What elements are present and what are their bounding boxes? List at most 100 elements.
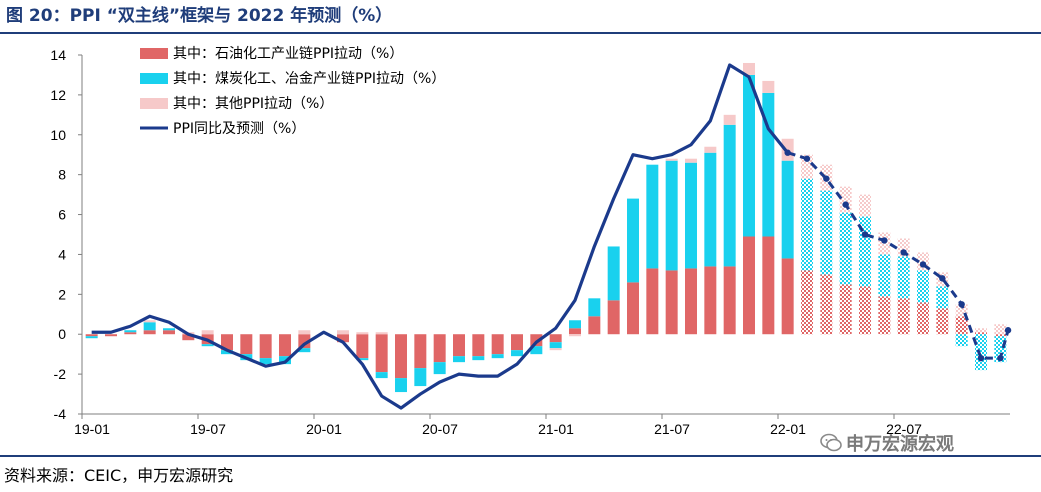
bar-petro: [240, 334, 253, 355]
x-tick-label: 21-07: [654, 421, 690, 437]
bar-other: [337, 330, 349, 335]
legend-label: 其中：煤炭化工、冶金产业链PPI拉动（%）: [173, 71, 445, 87]
chart-legend: 其中：石油化工产业链PPI拉动（%） 其中：煤炭化工、冶金产业链PPI拉动（%） 其…: [140, 46, 445, 137]
ppi-forecast-point: [823, 175, 830, 182]
bar-petro: [665, 270, 678, 335]
source-note: 资料来源：CEIC，申万宏源研究: [4, 466, 234, 485]
x-tick-label: 22-07: [886, 421, 922, 437]
bar-coal: [569, 320, 581, 329]
bar-petro: [143, 330, 156, 335]
ppi-forecast-point: [784, 149, 791, 156]
ppi-forecast-point: [842, 201, 849, 208]
bar-coal: [878, 254, 891, 297]
top-divider: [0, 32, 1041, 34]
bar-petro: [975, 332, 987, 335]
bar-other: [839, 186, 852, 213]
bar-coal: [298, 348, 311, 353]
bar-coal: [259, 358, 272, 365]
bar-petro: [549, 334, 562, 343]
bar-petro: [337, 334, 349, 343]
bar-coal: [994, 336, 1007, 363]
bar-petro: [859, 286, 871, 335]
bar-coal: [588, 298, 601, 317]
bar-petro: [878, 296, 891, 335]
bar-petro: [801, 270, 813, 335]
y-tick-label: 12: [50, 87, 66, 103]
bar-petro: [472, 334, 485, 357]
bar-petro: [375, 334, 388, 373]
bar-petro: [762, 236, 775, 335]
bar-coal: [917, 270, 929, 303]
bar-coal: [433, 362, 446, 375]
bar-other: [859, 194, 871, 217]
x-tick-label: 19-01: [74, 421, 110, 437]
bar-petro: [994, 334, 1007, 337]
ppi-forecast-point: [803, 155, 811, 162]
bar-coal: [975, 334, 987, 371]
bar-other: [955, 304, 968, 317]
x-tick-label: 19-07: [190, 421, 226, 437]
bar-petro: [453, 334, 465, 357]
bar-coal: [704, 152, 717, 267]
bar-other: [704, 146, 717, 153]
bar-other: [375, 332, 388, 335]
ppi-forecast-point: [958, 301, 965, 308]
bar-coal: [859, 216, 871, 287]
bar-petro: [298, 334, 311, 349]
bar-coal: [472, 356, 485, 361]
bar-petro: [511, 334, 523, 351]
bar-petro: [820, 274, 833, 335]
bar-other: [801, 154, 813, 179]
bar-other: [665, 158, 678, 161]
bar-coal: [743, 74, 755, 237]
y-tick-label: -4: [54, 406, 67, 422]
bar-petro: [85, 334, 98, 337]
bar-coal: [491, 354, 504, 359]
bar-other: [762, 80, 775, 93]
bar-coal: [549, 342, 562, 349]
bar-petro: [221, 334, 233, 351]
chart-lines: [91, 63, 1012, 410]
bar-other: [723, 114, 736, 125]
bar-coal: [375, 372, 388, 379]
bar-other: [201, 330, 214, 335]
y-tick-label: 6: [58, 207, 66, 223]
bar-petro: [433, 334, 446, 363]
y-tick-label: 2: [58, 286, 66, 302]
bar-petro: [105, 334, 117, 337]
ppi-forecast-point: [881, 237, 888, 244]
bar-other: [994, 324, 1007, 335]
y-tick-label: 10: [50, 127, 66, 143]
bar-petro: [685, 268, 697, 335]
ppi-forecast-point: [977, 354, 985, 362]
y-tick-label: 4: [58, 246, 66, 262]
bar-other: [743, 62, 755, 75]
bar-coal: [627, 198, 639, 283]
bar-coal: [414, 368, 427, 387]
bar-petro: [627, 282, 639, 335]
y-tick-label: -2: [54, 366, 67, 382]
bar-petro: [588, 316, 601, 335]
bar-coal: [607, 246, 620, 301]
bar-petro: [259, 334, 272, 359]
bar-coal: [530, 346, 543, 355]
bar-coal: [85, 336, 98, 339]
ppi-forecast-point: [861, 231, 869, 238]
bar-petro: [607, 300, 620, 335]
bar-petro: [704, 266, 717, 335]
watermark: 申万宏源宏观: [820, 430, 954, 456]
bar-coal: [221, 350, 233, 355]
legend-label: PPI同比及预测（%）: [173, 121, 305, 137]
watermark-text: 申万宏源宏观: [846, 434, 954, 455]
x-tick-label: 21-01: [538, 421, 574, 437]
bar-petro: [163, 330, 175, 335]
bar-coal: [646, 164, 659, 269]
bar-petro: [279, 334, 291, 357]
bar-coal: [665, 160, 678, 271]
bar-coal: [936, 286, 949, 309]
bar-coal: [356, 358, 369, 361]
bar-petro: [414, 334, 427, 369]
legend-label: 其中：其他PPI拉动（%）: [173, 96, 333, 112]
bar-petro: [743, 236, 755, 335]
bar-petro: [955, 316, 968, 335]
